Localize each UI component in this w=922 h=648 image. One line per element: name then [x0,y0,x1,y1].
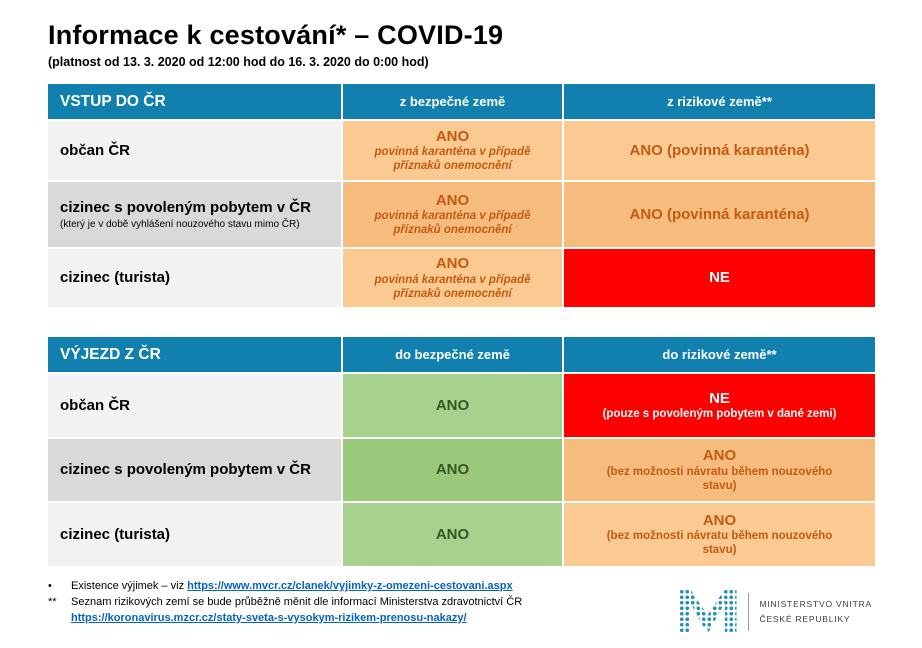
answer-note: povinná karanténa v případě příznaků one… [374,273,531,300]
answer-note: (bez možnosti návratu během nouzového st… [606,465,833,492]
safe-answer-cell: ANO [343,374,562,437]
answer-note: (pouze s povoleným pobytem v dané zemi) [602,408,837,421]
row-label-note: (který je v době vyhlášení nouzového sta… [60,218,300,230]
mvcr-dotted-m-logo-icon [678,589,737,634]
answer-note: povinná karanténa v případě příznaků one… [374,146,531,173]
ministry-logo: MINISTERSTVO VNITRA ČESKÉ REPUBLIKY [678,589,873,634]
entry-table-col-risk: z rizikové země** [564,84,875,119]
risk-answer-cell: ANO (povinná karanténa) [564,121,875,180]
exit-table: VÝJEZD Z ČR do bezpečné země do rizikové… [48,337,875,566]
answer-main: ANO [435,525,470,543]
answer-note: (bez možnosti návratu během nouzového st… [606,530,833,557]
answer-main: ANO [435,191,470,209]
footnote-risk-countries: https://koronavirus.mzcr.cz/staty-sveta-… [71,611,668,626]
logo-text-line1: MINISTERSTVO VNITRA [759,599,872,610]
footnote-exceptions: Existence výjimek – viz https://www.mvcr… [71,579,668,594]
answer-main: ANO [435,461,470,479]
row-label-cell: občan ČR [48,374,341,437]
footnote-bullet: • [48,580,52,592]
risk-answer-cell: NE (pouze s povoleným pobytem v dané zem… [564,374,875,437]
row-label-cell: cizinec (turista) [48,249,341,307]
entry-table: VSTUP DO ČR z bezpečné země z rizikové z… [48,84,875,307]
footnote-link-risk-countries[interactable]: https://koronavirus.mzcr.cz/staty-sveta-… [71,611,467,624]
safe-answer-cell: ANO povinná karanténa v případě příznaků… [343,182,562,247]
answer-note: povinná karanténa v případě příznaků one… [374,210,531,237]
row-label-cell: občan ČR [48,121,341,180]
row-label: cizinec s povoleným pobytem v ČR [60,198,311,216]
footnote-spacer [48,611,71,626]
answer-main: ANO [435,255,470,273]
footnote-exceptions-text: Existence výjimek – viz [71,580,185,592]
page-subtitle: (platnost od 13. 3. 2020 od 12:00 hod do… [48,55,429,69]
safe-answer-cell: ANO [343,439,562,501]
exit-table-title: VÝJEZD Z ČR [48,337,341,372]
answer-main: NE [709,389,730,407]
logo-divider [747,592,749,631]
row-label-cell: cizinec s povoleným pobytem v ČR (který … [48,182,341,247]
safe-answer-cell: ANO povinná karanténa v případě příznaků… [343,121,562,180]
answer-main: ANO (povinná karanténa) [629,205,810,223]
answer-main: ANO [702,447,737,465]
answer-main: ANO (povinná karanténa) [629,141,810,159]
row-label: cizinec (turista) [60,269,171,286]
entry-table-title: VSTUP DO ČR [48,84,341,119]
answer-main: ANO [702,511,737,529]
answer-main: NE [709,269,730,287]
row-label: cizinec s povoleným pobytem v ČR [60,461,311,478]
answer-main: ANO [435,396,470,414]
risk-answer-cell: NE [564,249,875,307]
footnote-risk-countries-text: Seznam rizikových zemí se bude průběžně … [71,595,523,608]
risk-answer-cell: ANO (bez možnosti návratu během nouzovéh… [564,439,875,501]
logo-text-line2: ČESKÉ REPUBLIKY [759,613,851,624]
logo-text: MINISTERSTVO VNITRA ČESKÉ REPUBLIKY [760,597,873,625]
footnotes: • Existence výjimek – viz https://www.mv… [48,579,668,626]
page-title: Informace k cestování* – COVID-19 [48,20,504,50]
entry-table-col-safe: z bezpečné země [343,84,562,119]
answer-main: ANO [435,127,470,145]
row-label: cizinec (turista) [60,525,171,543]
row-label-cell: cizinec s povoleným pobytem v ČR [48,439,341,501]
risk-answer-cell: ANO (bez možnosti návratu během nouzovéh… [564,503,875,566]
row-label: občan ČR [60,141,131,159]
safe-answer-cell: ANO povinná karanténa v případě příznaků… [343,249,562,307]
exit-table-col-risk: do rizikové země** [564,337,875,372]
safe-answer-cell: ANO [343,503,562,566]
footnote-asterisks: ** [48,595,57,608]
row-label: občan ČR [60,396,131,414]
exit-table-col-safe: do bezpečné země [343,337,562,372]
risk-answer-cell: ANO (povinná karanténa) [564,182,875,247]
row-label-cell: cizinec (turista) [48,503,341,566]
footnote-link-exceptions[interactable]: https://www.mvcr.cz/clanek/vyjimky-z-ome… [187,580,513,592]
